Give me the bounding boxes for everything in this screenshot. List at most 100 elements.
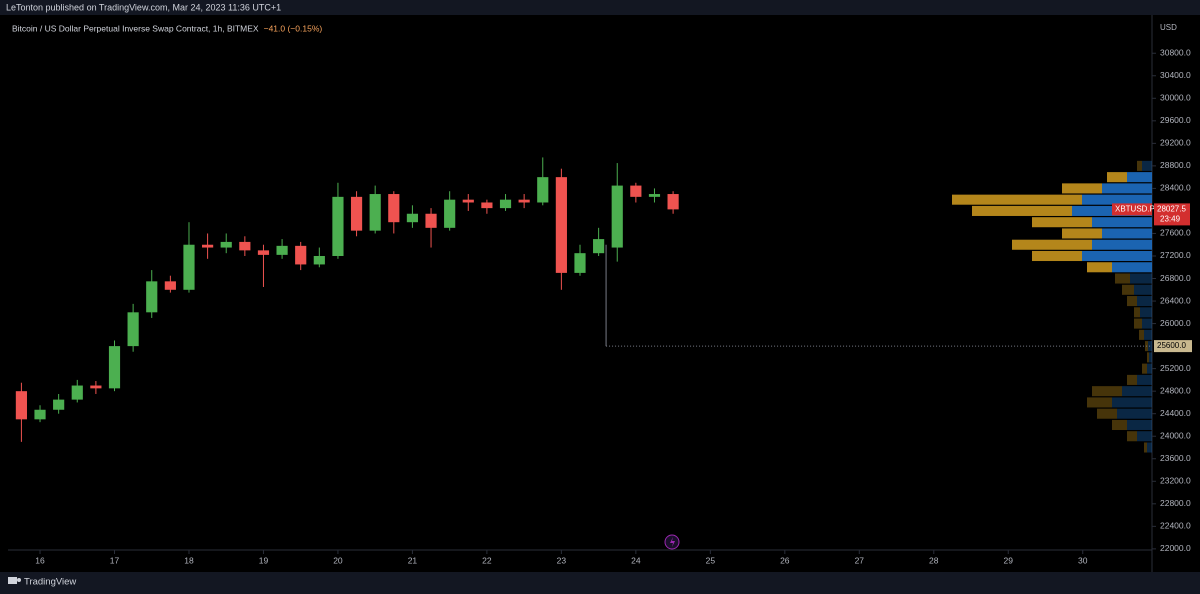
- profile-sell: [1144, 442, 1147, 453]
- candle-body: [183, 244, 195, 290]
- profile-sell: [1122, 284, 1134, 295]
- y-tick-label: 24000.0: [1160, 430, 1191, 440]
- candle-body: [444, 199, 456, 228]
- profile-buy: [1137, 431, 1152, 442]
- profile-sell: [1134, 318, 1142, 329]
- profile-buy: [1102, 228, 1152, 239]
- profile-buy: [1127, 419, 1152, 430]
- profile-sell: [1087, 397, 1112, 408]
- candle-body: [34, 409, 46, 420]
- candle-body: [71, 385, 83, 400]
- symbol-label: XBTUSD.P: [1115, 204, 1155, 213]
- x-tick-label: 22: [482, 555, 492, 565]
- y-tick-label: 25200.0: [1160, 363, 1191, 373]
- profile-buy: [1147, 442, 1152, 453]
- profile-sell: [1134, 307, 1140, 318]
- candle-body: [499, 199, 512, 209]
- candle-body: [611, 185, 623, 248]
- candle-body: [90, 385, 102, 389]
- event-icon: [664, 534, 680, 550]
- profile-buy: [1140, 307, 1152, 318]
- profile-buy: [1092, 217, 1152, 228]
- candle-body: [164, 281, 176, 290]
- x-tick-label: 18: [184, 555, 194, 565]
- candle-body: [537, 177, 549, 203]
- y-tick-label: 22800.0: [1160, 498, 1191, 508]
- y-tick-label: 26800.0: [1160, 273, 1191, 283]
- x-tick-label: 25: [706, 555, 716, 565]
- candle-body: [388, 194, 400, 223]
- candle-body: [648, 194, 661, 197]
- candle-body: [146, 281, 158, 313]
- y-tick-label: 27600.0: [1160, 228, 1191, 238]
- profile-buy: [1134, 284, 1152, 295]
- x-tick-label: 26: [780, 555, 790, 565]
- candle-body: [127, 312, 139, 347]
- profile-buy: [1147, 363, 1152, 374]
- profile-sell: [1137, 160, 1142, 171]
- chart-title: Bitcoin / US Dollar Perpetual Inverse Sw…: [12, 23, 259, 33]
- y-tick-label: 29200.0: [1160, 138, 1191, 148]
- profile-sell: [1142, 363, 1147, 374]
- profile-buy: [1082, 194, 1152, 205]
- profile-buy: [1137, 296, 1152, 307]
- candle-body: [202, 244, 214, 248]
- profile-sell: [1147, 352, 1149, 363]
- y-tick-label: 24400.0: [1160, 408, 1191, 418]
- candle-body: [574, 253, 586, 273]
- profile-buy: [1142, 318, 1152, 329]
- x-tick-label: 20: [333, 555, 343, 565]
- x-tick-label: 24: [631, 555, 641, 565]
- candle-body: [406, 213, 419, 223]
- x-tick-label: 21: [408, 555, 418, 565]
- hline-label: 25600.0: [1157, 341, 1186, 350]
- countdown: 23:49: [1160, 214, 1181, 223]
- header-bar: [0, 0, 1200, 15]
- candle-body: [108, 346, 121, 389]
- candle-body: [667, 194, 679, 210]
- publisher: LeTonton published on TradingView.com, M…: [6, 2, 281, 12]
- y-tick-label: 28400.0: [1160, 183, 1191, 193]
- candle-body: [313, 255, 325, 265]
- x-tick-label: 29: [1004, 555, 1014, 565]
- candle-body: [276, 245, 288, 255]
- y-tick-label: 30400.0: [1160, 70, 1191, 80]
- profile-buy: [1112, 262, 1152, 273]
- candle-body: [369, 194, 381, 231]
- profile-sell: [1127, 431, 1137, 442]
- logo: [8, 577, 21, 584]
- profile-sell: [1012, 239, 1092, 250]
- profile-buy: [1112, 397, 1152, 408]
- candle-body: [15, 391, 27, 420]
- y-tick-label: 30000.0: [1160, 93, 1191, 103]
- last-price: 28027.5: [1157, 204, 1186, 213]
- y-tick-label: 27200.0: [1160, 250, 1191, 260]
- x-tick-label: 19: [259, 555, 269, 565]
- x-tick-label: 27: [855, 555, 865, 565]
- y-tick-label: 23600.0: [1160, 453, 1191, 463]
- y-tick-label: 24800.0: [1160, 385, 1191, 395]
- candle-body: [593, 239, 605, 254]
- candle-body: [257, 250, 270, 255]
- profile-buy: [1082, 250, 1152, 262]
- profile-buy: [1117, 408, 1152, 419]
- profile-buy: [1127, 172, 1152, 183]
- x-tick-label: 16: [35, 555, 45, 565]
- candle-body: [630, 185, 642, 197]
- footer-brand: TradingView: [24, 577, 76, 588]
- profile-sell: [1087, 262, 1112, 273]
- x-tick-label: 17: [110, 555, 120, 565]
- y-tick-label: 29600.0: [1160, 115, 1191, 125]
- profile-sell: [972, 205, 1072, 216]
- symbol-label-box: [1112, 203, 1152, 216]
- candle-body: [295, 245, 307, 265]
- profile-buy: [1130, 273, 1152, 284]
- profile-buy: [1102, 183, 1152, 194]
- y-tick-label: 22000.0: [1160, 543, 1191, 553]
- y-tick-label: 28800.0: [1160, 160, 1191, 170]
- profile-buy: [1142, 160, 1152, 171]
- profile-sell: [1107, 172, 1127, 183]
